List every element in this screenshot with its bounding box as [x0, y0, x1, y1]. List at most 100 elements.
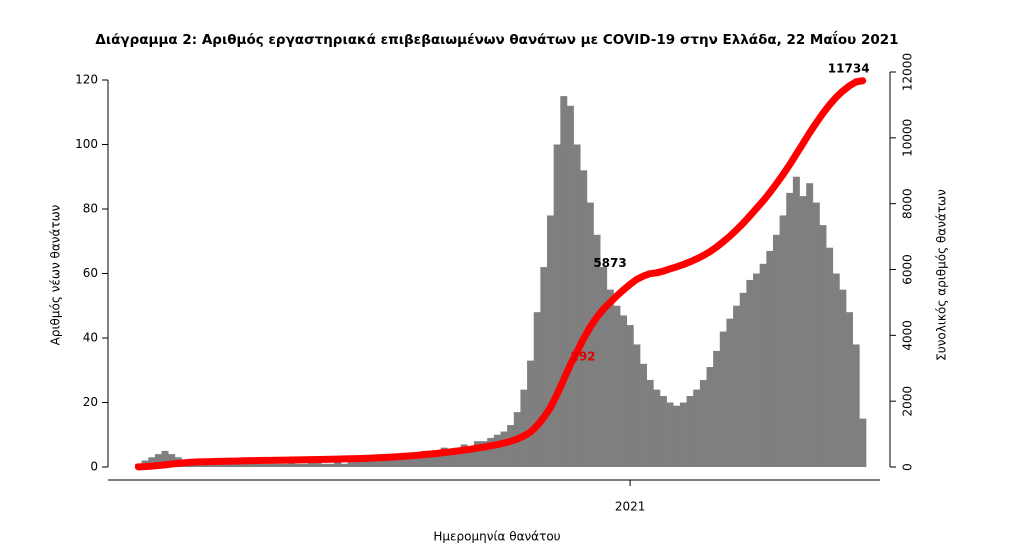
bar — [341, 463, 348, 467]
bar — [779, 215, 787, 467]
bar — [679, 402, 687, 467]
y2-tick-label: 2000 — [901, 386, 915, 417]
bar — [254, 463, 262, 467]
bar — [666, 402, 674, 467]
bar — [201, 463, 209, 467]
bar — [806, 183, 814, 467]
bar — [500, 431, 508, 467]
bar — [301, 463, 309, 467]
bar — [766, 250, 774, 467]
bar — [540, 267, 548, 467]
bar — [367, 457, 375, 467]
bar — [686, 396, 694, 467]
bar — [208, 463, 216, 467]
bar — [659, 396, 667, 467]
bar — [374, 457, 382, 467]
bar — [274, 463, 282, 467]
y-tick-label: 120 — [75, 73, 98, 87]
bar — [826, 247, 834, 467]
bar — [586, 202, 594, 468]
bar — [606, 289, 614, 467]
bar — [154, 454, 162, 467]
bar — [573, 144, 581, 467]
bar — [646, 379, 654, 467]
bar — [812, 202, 820, 468]
bar — [553, 144, 561, 467]
bar — [533, 312, 541, 467]
bar — [453, 447, 461, 467]
bar — [832, 273, 840, 467]
y-axis-label: Αριθμός νέων θανάτων — [49, 204, 63, 345]
bar — [234, 463, 242, 467]
bar — [620, 315, 628, 467]
bar — [473, 441, 481, 467]
bar — [247, 463, 255, 467]
bar — [713, 350, 721, 467]
y-tick-label: 60 — [83, 266, 98, 280]
bar — [387, 457, 395, 467]
bar — [460, 444, 468, 467]
bar — [626, 325, 634, 467]
bar — [221, 463, 229, 467]
bar — [321, 463, 329, 467]
bar — [241, 463, 249, 467]
bar — [420, 450, 428, 467]
bar — [267, 463, 275, 467]
bar — [447, 450, 455, 467]
x-axis-label: Ημερομηνία θανάτου — [433, 530, 560, 544]
bar — [487, 437, 495, 467]
annotation: 292 — [570, 350, 595, 364]
bar — [739, 292, 747, 467]
chart-title: Διάγραμμα 2: Αριθμός εργαστηριακά επιβεβ… — [95, 30, 898, 48]
bar — [593, 234, 601, 467]
bar — [148, 457, 156, 467]
y2-tick-label: 10000 — [901, 119, 915, 157]
bar — [520, 389, 528, 467]
x-tick-label: 2021 — [615, 500, 646, 514]
bar — [699, 379, 707, 467]
bar — [480, 441, 488, 467]
bar — [733, 305, 741, 467]
bar — [427, 450, 435, 467]
y2-tick-label: 6000 — [901, 254, 915, 285]
y-tick-label: 100 — [75, 137, 98, 151]
y2-axis-label: Συνολικός αριθμός θανάτων — [935, 189, 949, 361]
y2-tick-label: 4000 — [901, 320, 915, 351]
bar — [434, 454, 441, 467]
bar — [753, 273, 760, 467]
bar — [852, 344, 860, 467]
y-tick-label: 40 — [83, 331, 98, 345]
bar — [560, 96, 568, 467]
bar — [360, 460, 368, 467]
bar — [792, 176, 800, 467]
bar — [261, 463, 269, 467]
bar — [772, 234, 780, 467]
bar — [706, 367, 714, 467]
bar — [380, 460, 388, 467]
bar — [653, 389, 661, 467]
bar — [161, 450, 169, 467]
bar — [786, 192, 794, 467]
y-tick-label: 0 — [90, 460, 98, 474]
bar — [527, 360, 535, 467]
bar — [693, 389, 701, 467]
cumulative-line — [134, 77, 867, 471]
bar — [467, 447, 475, 467]
bar — [846, 312, 854, 467]
bar — [799, 196, 807, 467]
bar — [600, 267, 608, 467]
bar — [859, 418, 867, 467]
bar — [400, 454, 408, 467]
bar — [314, 460, 322, 467]
bar — [407, 454, 415, 467]
y2-tick-label: 0 — [901, 463, 915, 471]
bar — [580, 170, 588, 468]
y-tick-label: 20 — [83, 395, 98, 409]
bar — [214, 463, 222, 467]
bar — [640, 363, 647, 467]
bar — [414, 457, 422, 467]
y2-tick-label: 8000 — [901, 188, 915, 219]
bar — [839, 289, 847, 467]
bar — [633, 344, 641, 467]
